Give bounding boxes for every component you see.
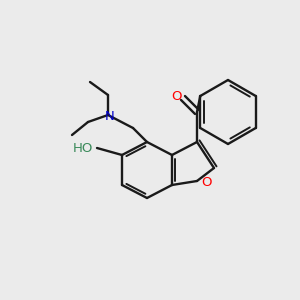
Text: N: N: [105, 110, 115, 122]
Text: O: O: [171, 91, 181, 103]
Text: O: O: [202, 176, 212, 190]
Text: HO: HO: [73, 142, 93, 155]
